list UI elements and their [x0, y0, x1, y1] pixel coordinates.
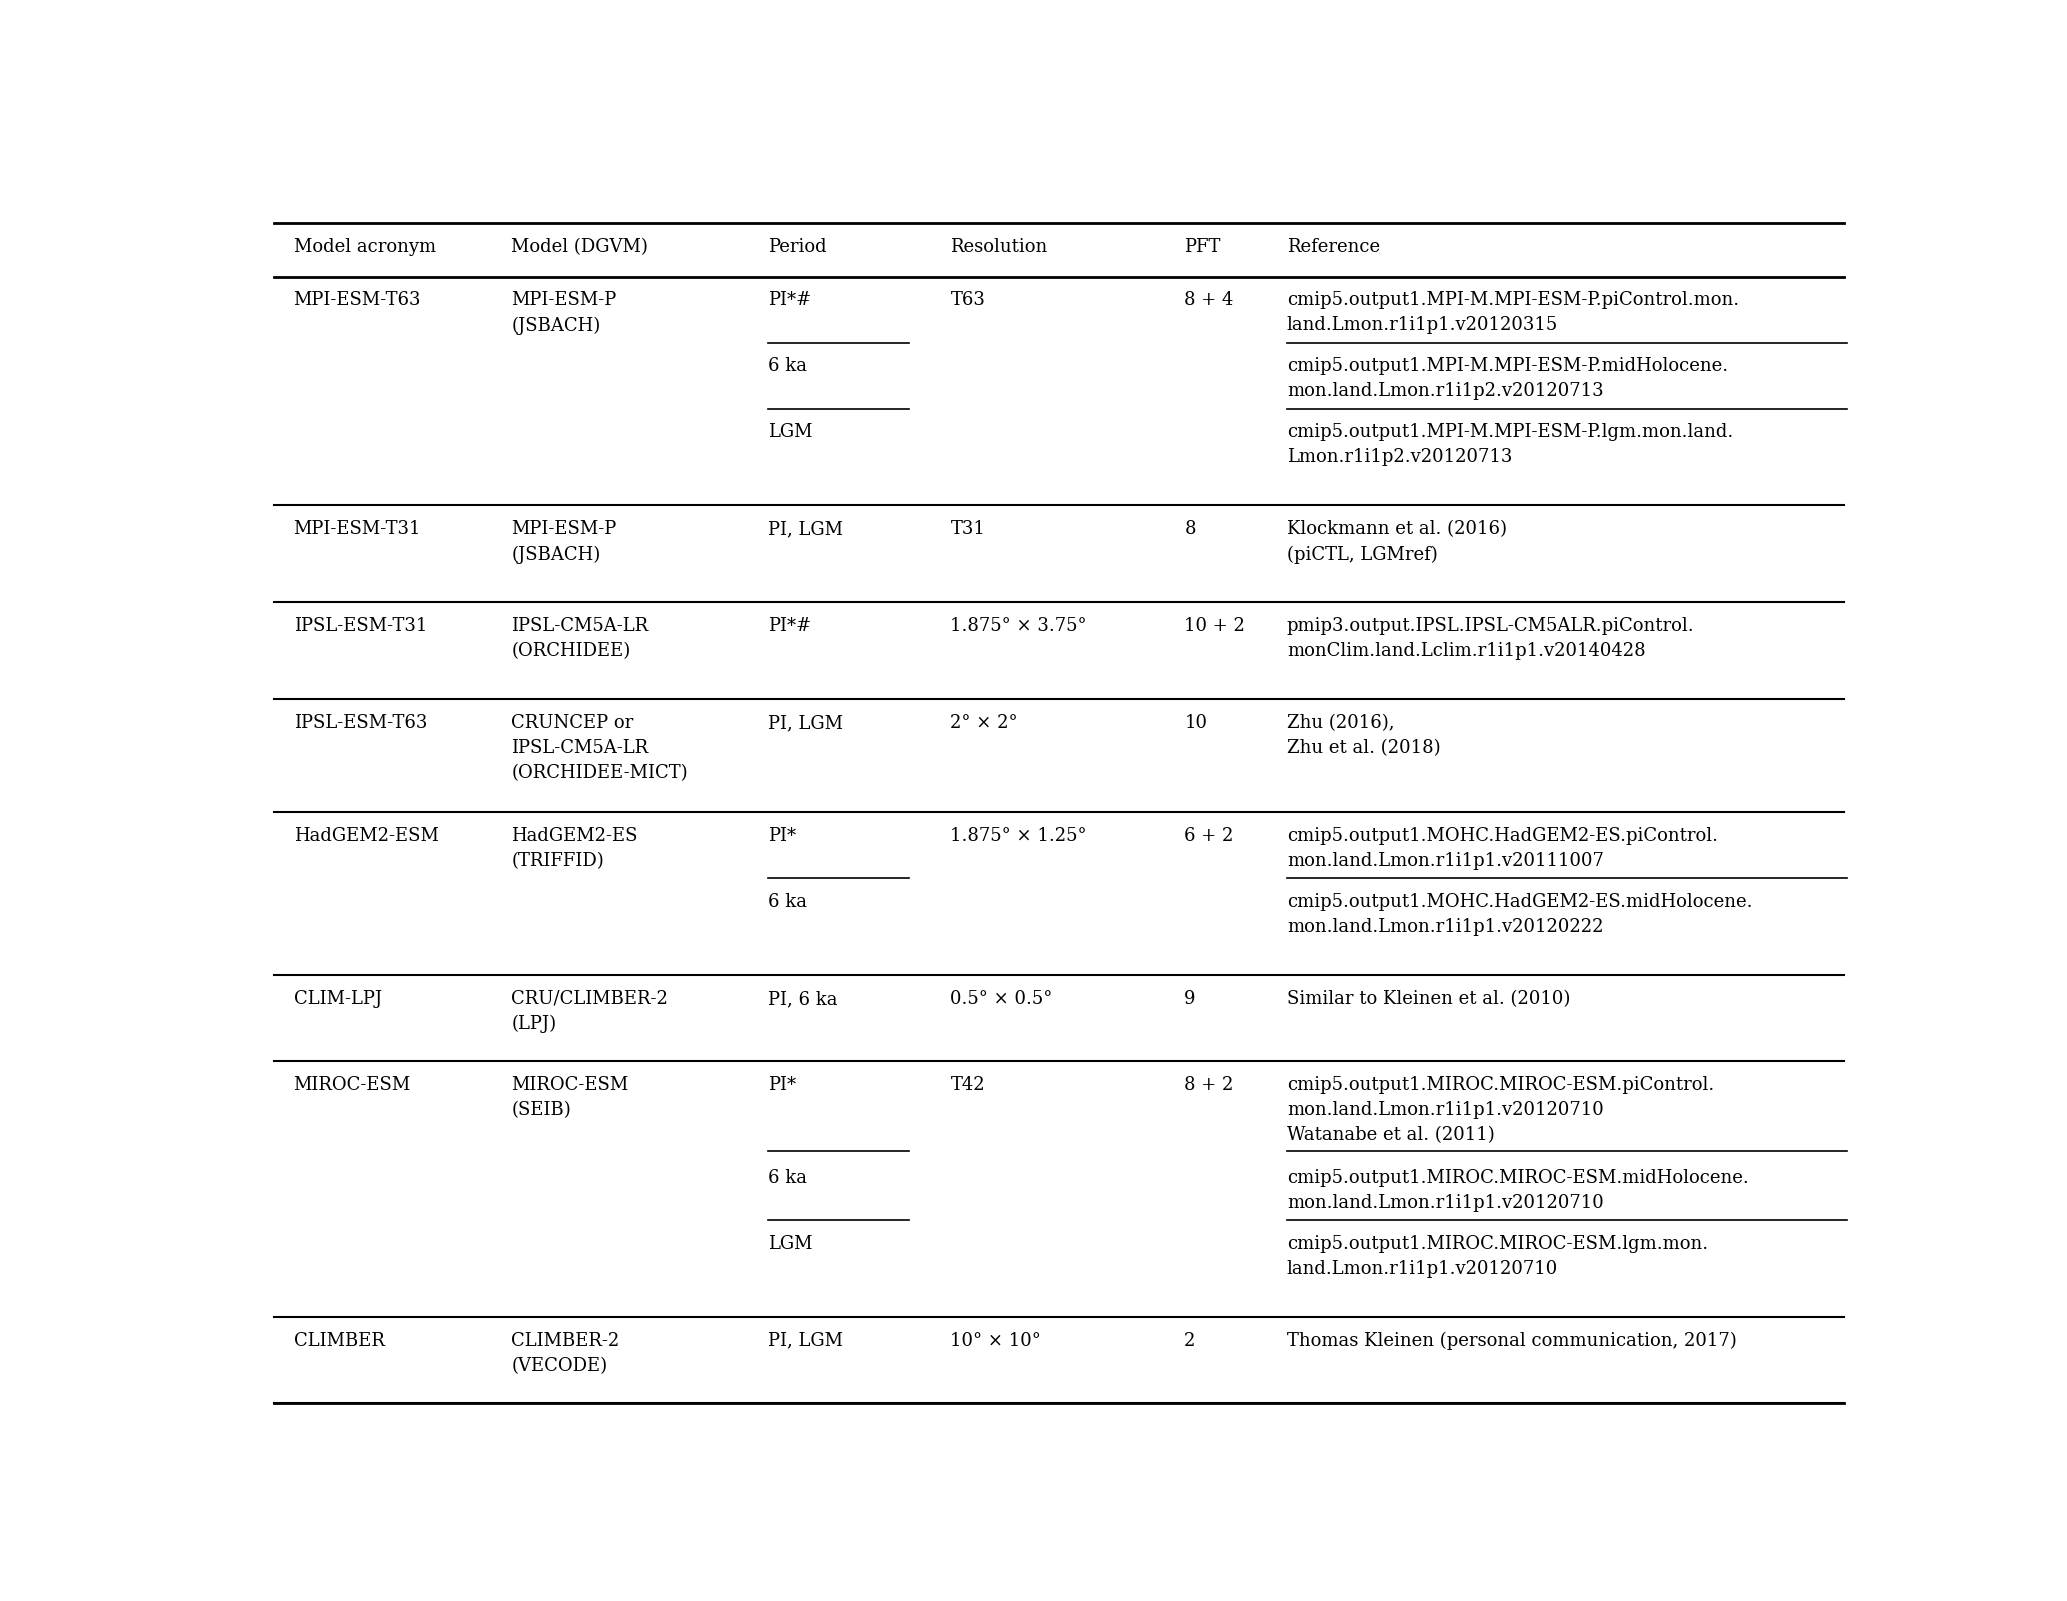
Text: Reference: Reference [1288, 237, 1381, 256]
Text: MPI-ESM-T63: MPI-ESM-T63 [294, 291, 422, 309]
Text: MPI-ESM-P
(JSBACH): MPI-ESM-P (JSBACH) [511, 520, 616, 564]
Text: pmip3.output.IPSL.IPSL-CM5ALR.piControl.
monClim.land.Lclim.r1i1p1.v20140428: pmip3.output.IPSL.IPSL-CM5ALR.piControl.… [1288, 616, 1695, 660]
Text: PI, LGM: PI, LGM [767, 714, 843, 732]
Text: cmip5.output1.MPI-M.MPI-ESM-P.midHolocene.
mon.land.Lmon.r1i1p2.v20120713: cmip5.output1.MPI-M.MPI-ESM-P.midHolocen… [1288, 357, 1728, 400]
Text: HadGEM2-ES
(TRIFFID): HadGEM2-ES (TRIFFID) [511, 828, 639, 869]
Text: cmip5.output1.MIROC.MIROC-ESM.piControl.
mon.land.Lmon.r1i1p1.v20120710
Watanabe: cmip5.output1.MIROC.MIROC-ESM.piControl.… [1288, 1076, 1714, 1143]
Text: CRU/CLIMBER-2
(LPJ): CRU/CLIMBER-2 (LPJ) [511, 989, 668, 1033]
Text: MIROC-ESM: MIROC-ESM [294, 1076, 411, 1093]
Text: 8 + 2: 8 + 2 [1184, 1076, 1234, 1093]
Text: Period: Period [767, 237, 827, 256]
Text: Similar to Kleinen et al. (2010): Similar to Kleinen et al. (2010) [1288, 989, 1571, 1009]
Text: cmip5.output1.MOHC.HadGEM2-ES.piControl.
mon.land.Lmon.r1i1p1.v20111007: cmip5.output1.MOHC.HadGEM2-ES.piControl.… [1288, 828, 1718, 869]
Text: Klockmann et al. (2016)
(piCTL, LGMref): Klockmann et al. (2016) (piCTL, LGMref) [1288, 520, 1507, 564]
Text: 2: 2 [1184, 1332, 1195, 1350]
Text: Resolution: Resolution [951, 237, 1048, 256]
Text: T42: T42 [951, 1076, 986, 1093]
Text: 6 + 2: 6 + 2 [1184, 828, 1234, 845]
Text: 10 + 2: 10 + 2 [1184, 616, 1244, 636]
Text: 8 + 4: 8 + 4 [1184, 291, 1234, 309]
Text: PI*: PI* [767, 1076, 796, 1093]
Text: MPI-ESM-T31: MPI-ESM-T31 [294, 520, 422, 538]
Text: HadGEM2-ESM: HadGEM2-ESM [294, 828, 438, 845]
Text: 6 ka: 6 ka [767, 893, 806, 911]
Text: 6 ka: 6 ka [767, 357, 806, 375]
Text: PFT: PFT [1184, 237, 1222, 256]
Text: PI*#: PI*# [767, 616, 810, 636]
Text: T31: T31 [951, 520, 986, 538]
Text: PI, LGM: PI, LGM [767, 1332, 843, 1350]
Text: IPSL-ESM-T31: IPSL-ESM-T31 [294, 616, 428, 636]
Text: cmip5.output1.MIROC.MIROC-ESM.midHolocene.
mon.land.Lmon.r1i1p1.v20120710: cmip5.output1.MIROC.MIROC-ESM.midHolocen… [1288, 1169, 1749, 1212]
Text: LGM: LGM [767, 1234, 812, 1254]
Text: 1.875° × 1.25°: 1.875° × 1.25° [951, 828, 1087, 845]
Text: IPSL-CM5A-LR
(ORCHIDEE): IPSL-CM5A-LR (ORCHIDEE) [511, 616, 649, 660]
Text: LGM: LGM [767, 423, 812, 442]
Text: 10: 10 [1184, 714, 1207, 732]
Text: 0.5° × 0.5°: 0.5° × 0.5° [951, 989, 1052, 1009]
Text: T63: T63 [951, 291, 986, 309]
Text: Thomas Kleinen (personal communication, 2017): Thomas Kleinen (personal communication, … [1288, 1332, 1736, 1350]
Text: CLIMBER: CLIMBER [294, 1332, 384, 1350]
Text: 10° × 10°: 10° × 10° [951, 1332, 1042, 1350]
Text: PI, 6 ka: PI, 6 ka [767, 989, 837, 1009]
Text: cmip5.output1.MPI-M.MPI-ESM-P.piControl.mon.
land.Lmon.r1i1p1.v20120315: cmip5.output1.MPI-M.MPI-ESM-P.piControl.… [1288, 291, 1738, 335]
Text: CRUNCEP or
IPSL-CM5A-LR
(ORCHIDEE-MICT): CRUNCEP or IPSL-CM5A-LR (ORCHIDEE-MICT) [511, 714, 688, 781]
Text: cmip5.output1.MPI-M.MPI-ESM-P.lgm.mon.land.
Lmon.r1i1p2.v20120713: cmip5.output1.MPI-M.MPI-ESM-P.lgm.mon.la… [1288, 423, 1732, 466]
Text: Model (DGVM): Model (DGVM) [511, 237, 649, 256]
Text: Zhu (2016),
Zhu et al. (2018): Zhu (2016), Zhu et al. (2018) [1288, 714, 1441, 757]
Text: cmip5.output1.MOHC.HadGEM2-ES.midHolocene.
mon.land.Lmon.r1i1p1.v20120222: cmip5.output1.MOHC.HadGEM2-ES.midHolocen… [1288, 893, 1753, 937]
Text: 2° × 2°: 2° × 2° [951, 714, 1019, 732]
Text: 6 ka: 6 ka [767, 1169, 806, 1186]
Text: cmip5.output1.MIROC.MIROC-ESM.lgm.mon.
land.Lmon.r1i1p1.v20120710: cmip5.output1.MIROC.MIROC-ESM.lgm.mon. l… [1288, 1234, 1707, 1278]
Text: 9: 9 [1184, 989, 1197, 1009]
Text: 8: 8 [1184, 520, 1197, 538]
Text: MIROC-ESM
(SEIB): MIROC-ESM (SEIB) [511, 1076, 628, 1119]
Text: CLIMBER-2
(VECODE): CLIMBER-2 (VECODE) [511, 1332, 620, 1375]
Text: 1.875° × 3.75°: 1.875° × 3.75° [951, 616, 1087, 636]
Text: IPSL-ESM-T63: IPSL-ESM-T63 [294, 714, 428, 732]
Text: MPI-ESM-P
(JSBACH): MPI-ESM-P (JSBACH) [511, 291, 616, 335]
Text: Model acronym: Model acronym [294, 237, 436, 256]
Text: PI, LGM: PI, LGM [767, 520, 843, 538]
Text: CLIM-LPJ: CLIM-LPJ [294, 989, 382, 1009]
Text: PI*: PI* [767, 828, 796, 845]
Text: PI*#: PI*# [767, 291, 810, 309]
